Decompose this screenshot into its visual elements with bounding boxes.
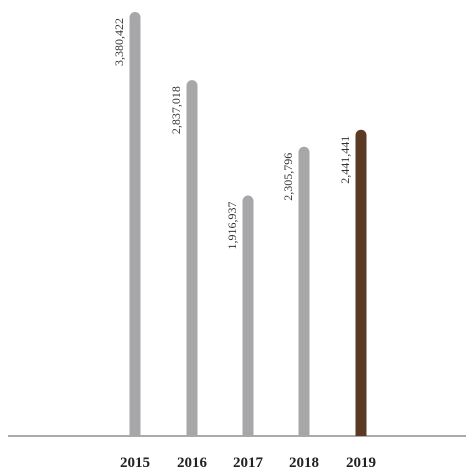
- year-label-2016: 2016: [177, 455, 208, 471]
- year-label-2015: 2015: [120, 455, 150, 471]
- year-label-2019: 2019: [346, 455, 376, 471]
- value-labels-group: 3,380,422 2,837,018 1,916,937 2,305,796 2,44…: [112, 18, 352, 250]
- value-label-2018: 2,305,796: [281, 153, 295, 201]
- bar-2019: [355, 129, 367, 436]
- value-label-2016: 2,837,018: [169, 86, 183, 134]
- bars-group: [129, 12, 367, 437]
- year-label-2017: 2017: [233, 455, 264, 471]
- bar-2016: [186, 80, 198, 437]
- bar-2017: [242, 195, 254, 436]
- value-label-2019: 2,441,441: [338, 136, 352, 184]
- value-label-2017: 1,916,937: [225, 202, 239, 250]
- bar-2015: [129, 12, 141, 436]
- year-label-2018: 2018: [289, 455, 319, 471]
- bar-2018: [298, 146, 310, 436]
- value-label-2015: 3,380,422: [112, 18, 126, 66]
- year-labels-group: 2015 2016 2017 2018 2019: [120, 455, 376, 471]
